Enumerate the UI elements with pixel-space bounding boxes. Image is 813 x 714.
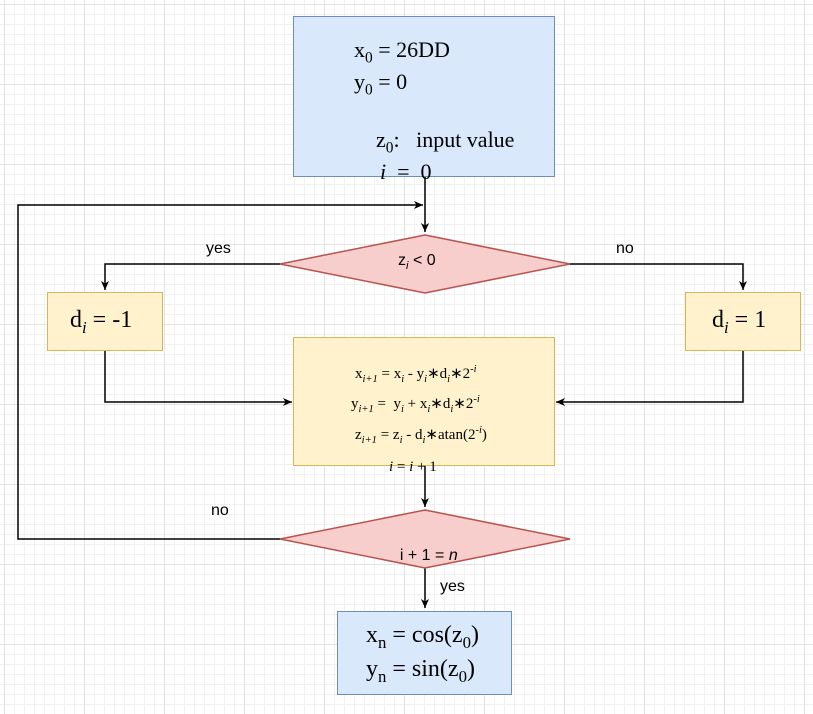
out-y-subscript: n [378, 666, 387, 686]
init-y-value: = 0 [372, 69, 408, 94]
decision1-condition: < 0 [408, 252, 436, 269]
upd-x-lhs: x [355, 366, 363, 382]
decision1-subscript: i [406, 260, 409, 273]
upd-y-b-sub: i [427, 404, 431, 415]
upd-x-d: ∗2 [450, 366, 471, 382]
upd-i-var2: i [409, 459, 414, 475]
right-box-text: di = 1 [712, 307, 767, 337]
upd-y-a-sub: i [400, 404, 404, 415]
init-box: x0 = 26DD y0 = 0 z0: input value i = 0 [293, 16, 555, 184]
init-x-subscript: 0 [365, 49, 373, 67]
decision1-yes-label: yes [206, 240, 231, 257]
init-x-value: = 26DD [372, 37, 450, 62]
upd-z-b-sub: i [422, 435, 426, 446]
update-x-line: xi+1 = xi - yi∗di∗2-i [340, 347, 477, 400]
decision2-label: i + 1 = n [391, 529, 458, 565]
init-y-symbol: y [354, 69, 365, 94]
upd-x-a: = x [377, 366, 402, 382]
out-x-close: ) [470, 622, 479, 648]
right-d-subscript: i [724, 317, 729, 337]
init-y0-line: y0 = 0 [354, 69, 408, 99]
edge-right-box-to-update [556, 351, 744, 406]
out-y-close: ) [466, 656, 475, 682]
init-z0-line: z0: input value [354, 101, 514, 179]
upd-z-d: ) [481, 427, 487, 443]
edge-left-box-to-update [104, 351, 292, 406]
upd-x-d-sup: -i [470, 364, 477, 375]
upd-y-d: ∗2 [453, 396, 474, 412]
update-i-line: i = i + 1 [374, 442, 437, 493]
decision1-z-symbol: z [398, 252, 406, 269]
upd-z-c-sup: -i [475, 425, 482, 436]
decision2-condition: i + 1 = [399, 547, 449, 564]
decision1-no-label: no [616, 240, 634, 257]
init-z-value: : input value [393, 127, 515, 152]
upd-y-b: + x [403, 396, 428, 412]
upd-y-d-sup: -i [473, 394, 480, 405]
right-d-value: = 1 [728, 307, 767, 333]
out-x-symbol: x [366, 622, 378, 648]
left-d-subscript: i [82, 317, 87, 337]
upd-i-var: i [389, 459, 394, 475]
upd-x-c: ∗d [427, 366, 448, 382]
update-box: xi+1 = xi - yi∗di∗2-i yi+1 = yi + xi∗di∗… [293, 337, 555, 475]
right-box-di-pos: di = 1 [685, 292, 801, 351]
out-x-z-subscript: 0 [462, 632, 471, 652]
init-z-symbol: z [376, 127, 386, 152]
upd-y-lhs: y [351, 396, 359, 412]
update-z-line: zi+1 = zi - di∗atan(2-i) [340, 408, 487, 461]
init-i-symbol: i [380, 159, 387, 184]
upd-y-c: ∗d [430, 396, 451, 412]
upd-z-lhs: z [355, 427, 362, 443]
init-x0-line: x0 = 26DD [354, 37, 450, 67]
edge-no-to-right-box [570, 263, 747, 290]
out-y-expr: = sin(z [386, 656, 459, 682]
edge-yes-to-left-box [101, 263, 280, 290]
upd-y-a: = y [373, 396, 401, 412]
upd-i-rest: + 1 [413, 459, 437, 475]
output-y-line: yn = sin(z0) [366, 656, 475, 686]
decision-diamond-n [279, 509, 571, 569]
left-d-symbol: d [70, 307, 82, 333]
edge-loop-back [17, 201, 423, 540]
upd-x-a-sub: i [401, 374, 405, 385]
left-box-di-neg: di = -1 [47, 292, 163, 351]
upd-z-b: - d [402, 427, 423, 443]
right-d-symbol: d [712, 307, 724, 333]
upd-z-a: = z [376, 427, 400, 443]
upd-i-eq: = [393, 459, 410, 475]
init-i-value: = 0 [386, 159, 432, 184]
init-x-symbol: x [354, 37, 365, 62]
upd-x-b-sub: i [424, 374, 428, 385]
init-z-subscript: 0 [385, 139, 394, 157]
decision2-no-label: no [211, 502, 229, 519]
decision1-label: zi < 0 [398, 252, 436, 273]
upd-y-lhs-sub: i+1 [358, 404, 374, 415]
upd-x-b: - y [404, 366, 425, 382]
upd-x-c-sub: i [447, 374, 451, 385]
left-d-value: = -1 [86, 307, 133, 333]
upd-z-a-sub: i [399, 435, 403, 446]
decision2-yes-label: yes [440, 578, 465, 595]
out-x-subscript: n [378, 632, 387, 652]
decision-diamond-zi [279, 234, 571, 294]
init-y-subscript: 0 [365, 81, 373, 99]
output-x-line: xn = cos(z0) [366, 622, 479, 652]
init-i-line: i = 0 [358, 133, 432, 211]
out-y-symbol: y [366, 656, 378, 682]
out-y-z-subscript: 0 [458, 666, 467, 686]
upd-z-c: ∗atan(2 [425, 427, 476, 443]
output-box: xn = cos(z0) yn = sin(z0) [337, 611, 512, 695]
update-y-line: yi+1 = yi + xi∗di∗2-i [336, 377, 480, 430]
out-x-expr: = cos(z [386, 622, 463, 648]
upd-y-c-sub: i [450, 404, 454, 415]
decision2-n-symbol: n [448, 547, 458, 564]
upd-x-lhs-sub: i+1 [362, 374, 378, 385]
upd-z-lhs-sub: i+1 [361, 435, 377, 446]
left-box-text: di = -1 [70, 307, 133, 337]
